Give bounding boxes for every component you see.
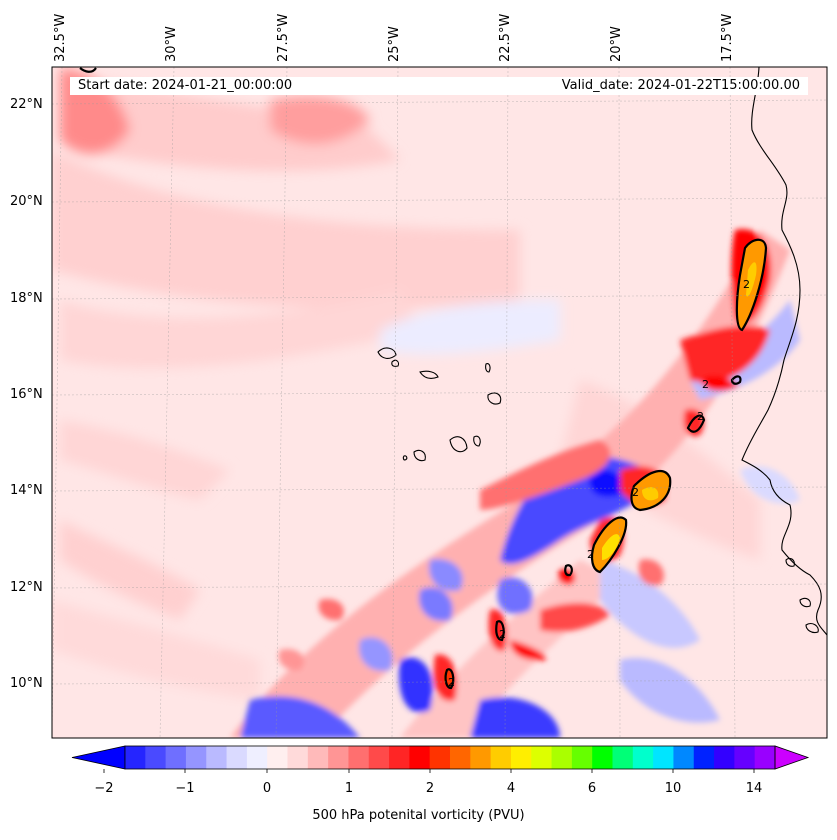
colorbar-tick-label: 0 — [262, 781, 272, 796]
colorbar-swatch — [125, 746, 146, 769]
contour-label: 2 — [499, 628, 506, 641]
contour-label: 2 — [697, 410, 704, 423]
colorbar-swatch — [368, 746, 390, 769]
lat-label: 16°N — [10, 387, 43, 402]
colorbar-label: 500 hPa potenital vorticity (PVU) — [312, 808, 525, 823]
colorbar-swatch — [226, 746, 248, 769]
colorbar-swatch — [571, 746, 593, 769]
colorbar-swatch — [450, 746, 471, 769]
colorbar-tick-label: 1 — [344, 781, 354, 796]
colorbar-swatch — [246, 746, 268, 769]
colorbar-swatch — [185, 746, 207, 769]
lon-label: 17.5°W — [720, 13, 735, 62]
colorbar-swatch — [653, 746, 674, 769]
colorbar — [71, 745, 810, 773]
colorbar-swatch — [551, 746, 573, 769]
title-band — [70, 77, 808, 95]
colorbar-extend-min — [71, 745, 126, 770]
contour-label: 2 — [587, 548, 594, 561]
colorbar-swatch — [328, 746, 349, 769]
lat-label: 10°N — [10, 676, 43, 691]
colorbar-swatch — [287, 746, 309, 769]
colorbar-swatch — [612, 746, 634, 769]
contour-label: 2 — [743, 278, 750, 291]
contour-label: 2 — [448, 676, 455, 689]
colorbar-tick-label: −2 — [94, 781, 114, 796]
lat-label: 14°N — [10, 483, 43, 498]
map-frame — [51, 66, 828, 739]
colorbar-swatch — [510, 746, 532, 769]
colorbar-swatch — [632, 746, 654, 769]
colorbar-swatch — [470, 746, 492, 769]
colorbar-tick-label: −1 — [175, 781, 195, 796]
colorbar-tick-label: 4 — [506, 781, 516, 796]
lat-label: 22°N — [10, 97, 43, 112]
colorbar-swatch — [693, 746, 715, 769]
colorbar-swatch — [592, 746, 613, 769]
colorbar-swatch — [389, 746, 410, 769]
colorbar-swatch — [429, 746, 451, 769]
colorbar-swatch — [165, 746, 187, 769]
valid-date-label: Valid_date: 2024-01-22T15:00:00.00 — [561, 78, 800, 93]
lon-label: 30°W — [164, 26, 179, 62]
pv-field — [52, 67, 827, 738]
lon-label: 25°W — [387, 26, 402, 62]
colorbar-tick-label: 6 — [587, 781, 597, 796]
lat-label: 20°N — [10, 194, 43, 209]
colorbar-tick-label: 2 — [425, 781, 435, 796]
lat-label: 12°N — [10, 580, 43, 595]
start-date-label: Start date: 2024-01-21_00:00:00 — [78, 78, 293, 93]
colorbar-swatch — [531, 746, 553, 769]
colorbar-swatch — [490, 746, 512, 769]
colorbar-swatch — [754, 746, 776, 769]
colorbar-swatch — [267, 746, 288, 769]
colorbar-swatch — [734, 746, 756, 769]
colorbar-tick-label: 10 — [664, 781, 682, 796]
colorbar-swatch — [673, 746, 695, 769]
colorbar-swatch — [714, 746, 735, 769]
colorbar-extend-max — [774, 745, 810, 770]
colorbar-frame — [124, 745, 776, 770]
lon-label: 32.5°W — [53, 13, 68, 62]
colorbar-tick-label: 14 — [745, 781, 763, 796]
colorbar-swatch — [409, 746, 431, 769]
lat-label: 18°N — [10, 291, 43, 306]
colorbar-swatch — [206, 746, 228, 769]
lon-label: 20°W — [609, 26, 624, 62]
colorbar-swatch — [348, 746, 370, 769]
lon-label: 27.5°W — [276, 13, 291, 62]
lon-label: 22.5°W — [498, 13, 513, 62]
contour-label: 2 — [702, 378, 709, 391]
colorbar-swatch — [307, 746, 329, 769]
contour-label: 2 — [632, 486, 639, 499]
colorbar-swatch — [145, 746, 167, 769]
